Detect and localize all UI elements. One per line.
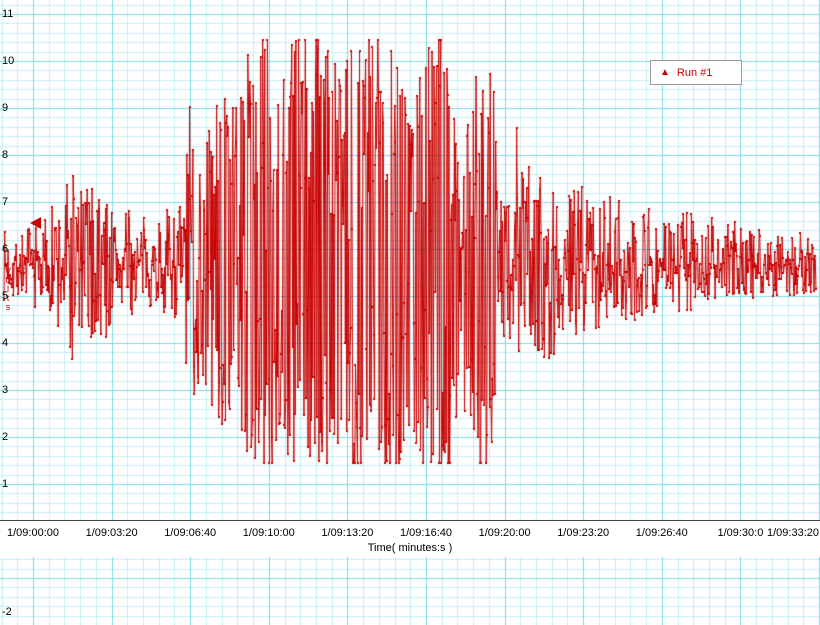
x-axis-band: Time( minutes:s ) 1/09:00:00 1/09:03:20 1/… [0,520,820,557]
y-tick-label: 7 [2,196,9,208]
y-tick-label: 4 [2,337,9,349]
x-tick-label: 1/09:33:20 [767,527,819,539]
y-tick-label: 1 [2,478,9,490]
x-tick-label: 1/09:10:00 [242,527,295,539]
y-tick-label-below-band: -2 [2,606,12,618]
y-tick-label: 3 [2,384,9,396]
x-tick-label: 1/09:26:40 [635,527,688,539]
x-tick-label: 1/09:20:00 [478,527,531,539]
x-tick-label: 1/09:03:20 [85,527,138,539]
y-axis-title: Volts [3,266,13,311]
y-tick-label: 8 [2,149,9,161]
y-tick-label: 6 [2,243,9,255]
x-axis-title: Time( minutes:s ) [367,542,453,554]
x-tick-label: 1/09:16:40 [400,527,452,539]
x-tick-label: 1/09:23:20 [557,527,610,539]
channel-position-indicator[interactable] [30,217,41,229]
legend-series-label: Run #1 [676,66,713,79]
y-tick-label: 9 [2,102,9,114]
x-tick-label: 1/09:30:0 [717,527,764,539]
y-tick-label: 11 [2,8,14,20]
series-marker-icon: ▲ [660,66,670,78]
y-tick-label: 10 [2,55,15,67]
x-tick-label: 1/09:13:20 [321,527,374,539]
y-tick-label: 5 [2,290,9,302]
legend-box[interactable]: ▲ Run #1 [650,60,742,85]
y-tick-label: 2 [2,431,9,443]
x-tick-label: 1/09:00:00 [7,527,59,539]
x-tick-label: 1/09:06:40 [164,527,217,539]
